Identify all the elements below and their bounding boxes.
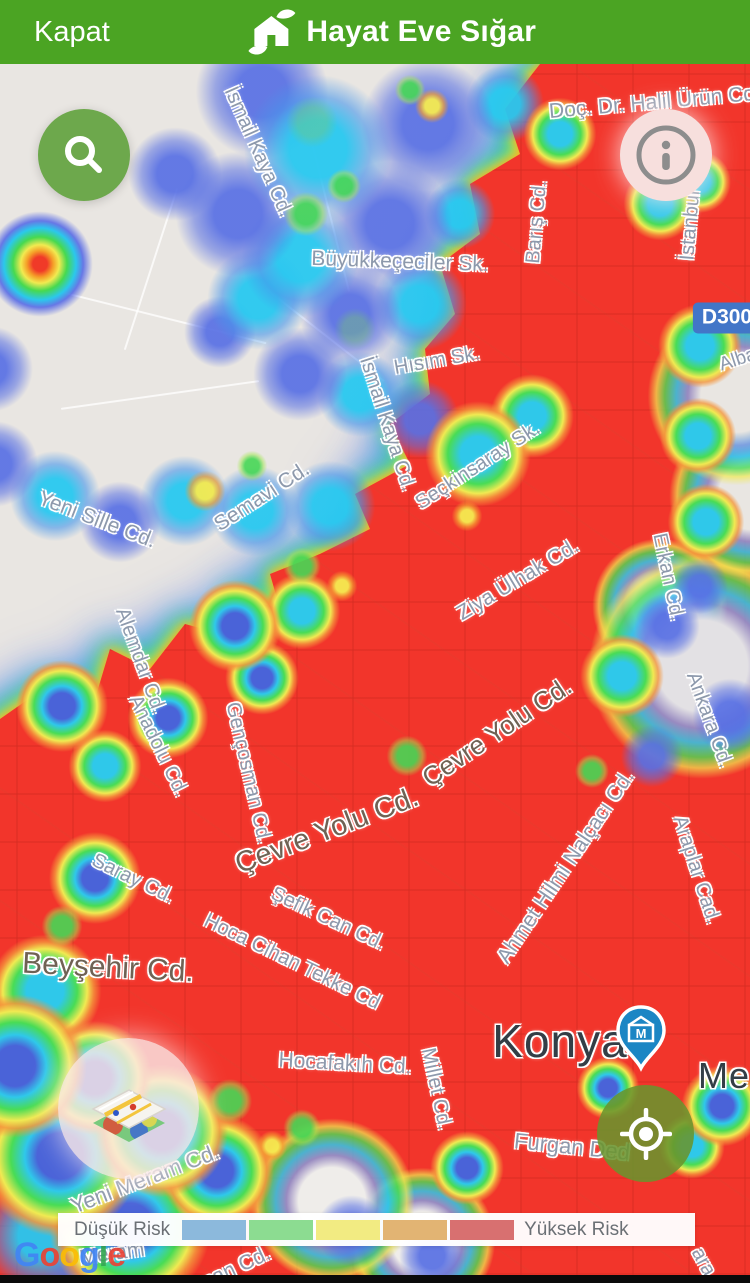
legend-swatches <box>182 1219 515 1240</box>
app-title-group: Hayat Eve Sığar <box>248 0 536 64</box>
map-canvas[interactable]: İsmail Kaya Cd. Doç. Dr. Halil Ürün Co Büy… <box>0 64 750 1283</box>
header-bar: Kapat Hayat Eve Sığar <box>0 0 750 64</box>
map-type-button[interactable] <box>58 1038 199 1179</box>
legend-swatch <box>450 1219 515 1240</box>
locate-button[interactable] <box>597 1085 694 1182</box>
close-button[interactable]: Kapat <box>34 15 110 48</box>
risk-legend: Düşük Risk Yüksek Risk <box>58 1213 695 1246</box>
house-in-hands-icon <box>248 9 296 55</box>
app-title: Hayat Eve Sığar <box>306 15 537 48</box>
info-icon <box>636 125 696 185</box>
legend-low-label: Düşük Risk <box>74 1218 171 1240</box>
marker-letter: M <box>636 1026 647 1041</box>
crosshair-icon <box>619 1107 672 1160</box>
legend-swatch <box>383 1219 448 1240</box>
map-layers-icon <box>90 1088 167 1142</box>
search-button[interactable] <box>38 109 130 201</box>
home-indicator-bar <box>0 1275 750 1283</box>
info-button[interactable] <box>620 109 712 201</box>
legend-swatch <box>182 1219 247 1240</box>
legend-swatch <box>249 1219 314 1240</box>
legend-high-label: Yüksek Risk <box>524 1218 629 1240</box>
museum-marker-pin[interactable]: M <box>612 1004 670 1079</box>
legend-swatch <box>316 1219 381 1240</box>
magnifier-icon <box>65 136 102 173</box>
